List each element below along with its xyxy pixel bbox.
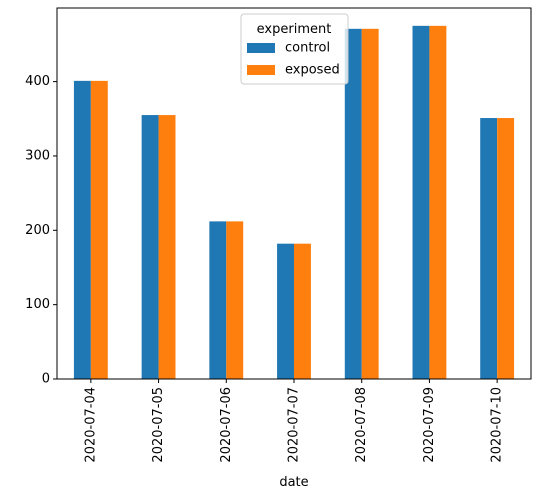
legend-title: experiment	[257, 22, 332, 37]
x-axis-label: date	[279, 475, 308, 490]
legend-label-exposed: exposed	[285, 63, 340, 78]
bar-exposed-2020-07-06	[226, 221, 244, 379]
axes-frame	[56, 7, 532, 380]
x-tick-label: 2020-07-05	[151, 387, 166, 463]
bar-control-2020-07-08	[344, 28, 362, 380]
x-axis: 2020-07-04 2020-07-05 2020-07-06 2020-07-07…	[83, 379, 505, 463]
x-tick-label: 2020-07-07	[287, 387, 302, 463]
legend-entries: control exposed	[247, 41, 340, 78]
y-tick-label: 400	[25, 74, 50, 89]
x-tick-label: 2020-07-08	[354, 387, 369, 463]
y-tick-label: 300	[25, 148, 50, 163]
bar-exposed-2020-07-08	[361, 28, 379, 380]
legend: experiment control exposed	[240, 13, 349, 85]
bar-exposed-2020-07-04	[90, 80, 108, 379]
bar-exposed-2020-07-05	[158, 115, 176, 379]
bar-exposed-2020-07-07	[294, 243, 311, 379]
bar-control-2020-07-09	[412, 25, 430, 379]
x-tick-label: 2020-07-10	[490, 387, 505, 463]
y-tick-label: 0	[42, 372, 50, 387]
bar-control-2020-07-06	[209, 221, 227, 379]
bar-exposed-2020-07-09	[429, 25, 447, 379]
bar-control-2020-07-05	[141, 115, 159, 379]
bar-exposed-2020-07-10	[497, 118, 515, 379]
x-tick-label: 2020-07-09	[422, 387, 437, 463]
y-tick-label: 100	[25, 297, 50, 312]
x-tick-label: 2020-07-06	[219, 387, 234, 463]
bar-control-2020-07-04	[73, 80, 91, 379]
y-tick-label: 200	[25, 223, 50, 238]
legend-label-control: control	[285, 41, 330, 56]
x-tick-label: 2020-07-04	[83, 387, 98, 463]
y-axis: 0 100 200 300 400	[25, 74, 57, 387]
legend-swatch-exposed	[247, 65, 275, 75]
legend-swatch-control	[247, 43, 275, 53]
bar-control-2020-07-07	[277, 243, 294, 379]
plot-area	[73, 25, 515, 380]
bar-control-2020-07-10	[480, 118, 498, 379]
